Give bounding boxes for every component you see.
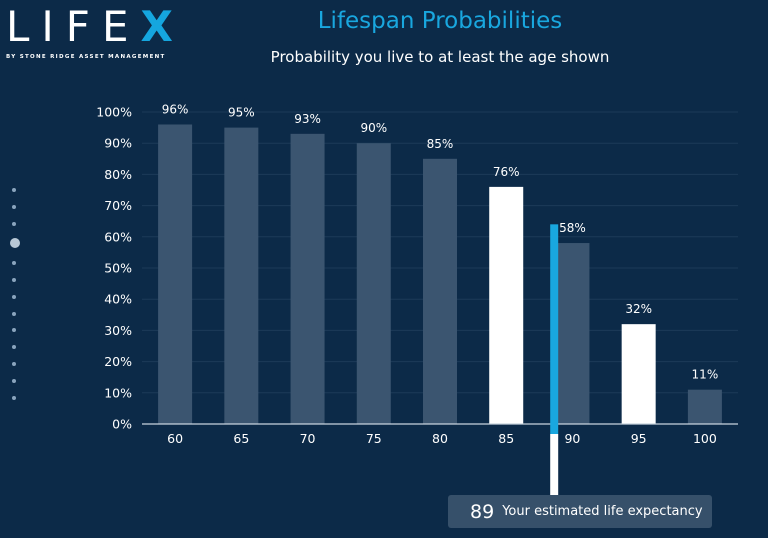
data-label: 85%: [427, 137, 454, 151]
x-tick-label: 80: [432, 431, 448, 446]
nav-dot[interactable]: [12, 188, 16, 192]
bar: [224, 127, 259, 424]
data-label: 90%: [360, 121, 387, 135]
y-tick-label: 100%: [96, 105, 132, 120]
x-tick-label: 70: [300, 431, 316, 446]
nav-dot[interactable]: [12, 261, 16, 266]
nav-dot[interactable]: [12, 204, 16, 209]
bar: [423, 158, 457, 425]
data-label: 11%: [692, 368, 719, 382]
x-tick-label: 95: [631, 431, 647, 446]
x-tick-label: 85: [498, 431, 514, 446]
logo-wordmark: LIFEX: [6, 6, 185, 48]
x-tick-label: 100: [693, 431, 717, 446]
x-tick-label: 75: [366, 431, 382, 446]
bar: [290, 133, 325, 424]
logo-tagline: BY STONE RIDGE ASSET MANAGEMENT: [6, 54, 166, 60]
y-tick-label: 80%: [104, 167, 132, 182]
y-tick-label: 70%: [104, 198, 132, 213]
bar: [555, 243, 590, 424]
y-tick-label: 60%: [104, 229, 132, 244]
bar: [621, 324, 656, 424]
nav-dot[interactable]: [12, 277, 16, 282]
life-expectancy-marker: [550, 224, 559, 434]
nav-dot[interactable]: [12, 294, 16, 299]
data-label: 95%: [228, 106, 255, 120]
life-expectancy-marker-stem: [550, 434, 559, 508]
logo-word-accent: X: [140, 2, 185, 51]
y-tick-label: 30%: [104, 323, 132, 338]
y-tick-label: 10%: [104, 385, 132, 400]
data-label: 58%: [559, 221, 586, 235]
y-tick-label: 20%: [104, 354, 132, 369]
life-expectancy-label: Your estimated life expectancy: [502, 504, 703, 519]
x-tick-label: 65: [233, 431, 249, 446]
nav-dot[interactable]: [12, 328, 16, 333]
y-tick-label: 40%: [104, 292, 132, 307]
data-label: 93%: [294, 112, 321, 126]
slide-navigation-dots[interactable]: [10, 188, 20, 412]
data-label: 32%: [625, 302, 652, 316]
nav-dot[interactable]: [12, 221, 16, 226]
bar: [158, 124, 193, 424]
life-expectancy-badge: 89 Your estimated life expectancy: [448, 495, 712, 528]
chart-subtitle: Probability you live to at least the age…: [270, 48, 610, 66]
data-label: 96%: [162, 102, 189, 116]
y-tick-label: 50%: [104, 261, 132, 276]
bar: [687, 389, 722, 424]
bar: [489, 186, 524, 424]
life-expectancy-value: 89: [470, 500, 495, 523]
y-tick-label: 90%: [104, 136, 132, 151]
nav-dot[interactable]: [12, 395, 16, 400]
bar: [356, 143, 391, 424]
nav-dot[interactable]: [10, 238, 20, 249]
x-tick-label: 60: [167, 431, 183, 446]
nav-dot[interactable]: [12, 361, 16, 366]
logo-word-main: LIFE: [6, 2, 141, 51]
nav-dot[interactable]: [12, 345, 16, 350]
data-label: 76%: [493, 165, 520, 179]
nav-dot[interactable]: [12, 311, 16, 316]
chart-title: Lifespan Probabilities: [317, 8, 563, 34]
nav-dot[interactable]: [12, 378, 16, 383]
x-tick-label: 90: [564, 431, 580, 446]
y-tick-label: 0%: [112, 417, 132, 432]
lifex-logo: LIFEX BY STONE RIDGE ASSET MANAGEMENT: [6, 6, 185, 61]
